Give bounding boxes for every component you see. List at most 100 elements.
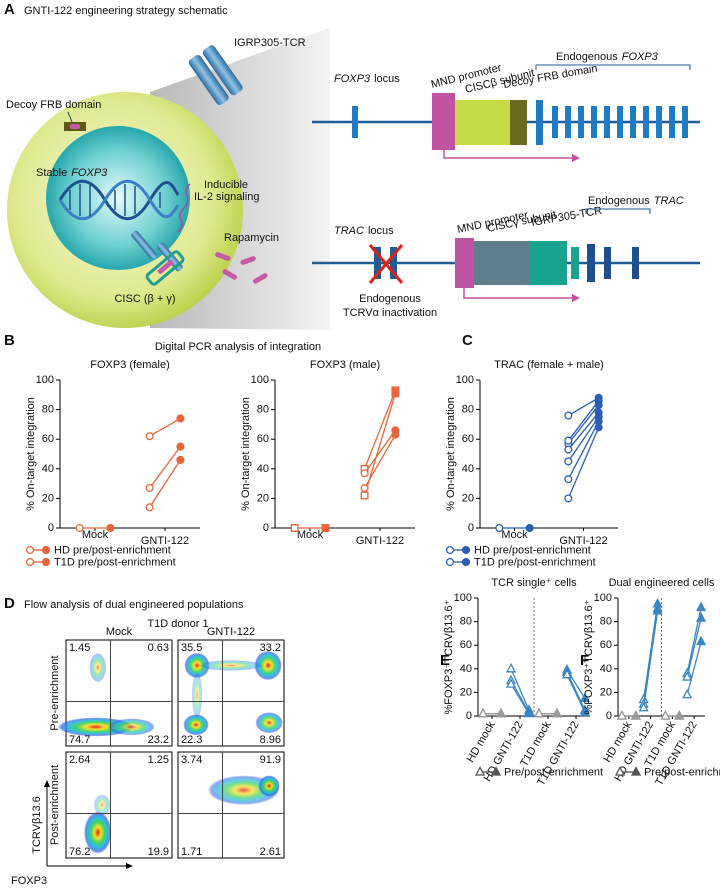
point [360, 483, 369, 493]
label: IGRP305-TCR [530, 205, 603, 229]
point [523, 707, 535, 718]
axis-label: FOXP3 [11, 875, 47, 887]
chart-title: FOXP3 (male) [310, 359, 380, 371]
cisc-beta-block [455, 100, 510, 145]
pair-line [686, 641, 702, 695]
bracket [535, 64, 691, 70]
panel-title: GNTI-122 engineering strategy schematic [24, 5, 228, 17]
label: TCRVα inactivation [343, 307, 437, 319]
pair-line [567, 397, 600, 417]
arrowhead [126, 863, 133, 869]
rapamycin-icons [215, 252, 268, 284]
point [696, 635, 707, 646]
pair-line [567, 412, 600, 450]
flow-axes: TCRVβ13.6 FOXP3 [11, 780, 133, 887]
point [564, 457, 573, 466]
gene-name: TRAC [654, 195, 684, 207]
point [106, 523, 115, 533]
legend-label: HD pre/post-enrichment [54, 545, 171, 557]
legend-label: Pre/post-enrichment [644, 767, 720, 779]
y-tick-label: 60 [462, 433, 474, 445]
dna-strand [58, 179, 180, 221]
point [360, 491, 369, 500]
label: Endogenous FOXP3 [556, 51, 659, 63]
chart-title: FOXP3 (female) [90, 359, 169, 371]
density-blob [93, 794, 111, 816]
arrowhead [572, 294, 580, 302]
point [630, 766, 642, 776]
tcr-icon [188, 45, 243, 105]
point [660, 710, 671, 720]
decoy-frb-icon [70, 124, 80, 129]
point [564, 494, 573, 503]
y-tick-label: 40 [42, 463, 54, 475]
pair-line [510, 668, 530, 711]
decoy-block [510, 100, 527, 145]
x-tick-label: GNTI-122 [141, 535, 189, 547]
quadrant-value: 0.63 [148, 642, 169, 654]
y-tick-label: 100 [251, 374, 269, 386]
quadrant-value: 1.25 [148, 754, 169, 766]
point [594, 408, 603, 417]
label: Rapamycin [224, 232, 279, 244]
label: Inducible [204, 179, 248, 191]
flow-plot-frame [177, 751, 285, 859]
pair-line [643, 610, 659, 708]
leader [67, 111, 73, 123]
gene-name: FOXP3 [71, 167, 108, 179]
point [41, 557, 51, 567]
point [674, 710, 685, 720]
point [461, 557, 471, 567]
panel-letter: A [4, 1, 15, 18]
pair-line [567, 404, 600, 445]
y-tick-label: 0 [606, 710, 612, 722]
tcr-block [530, 241, 567, 285]
density-blob [191, 671, 203, 719]
y-tick-label: 100 [456, 374, 474, 386]
y-tick-label: 60 [600, 639, 612, 651]
y-tick-label: 0 [466, 710, 472, 722]
pair-line [566, 674, 586, 713]
quadrant-value: 8.96 [260, 734, 281, 746]
y-tick-label: 20 [600, 686, 612, 698]
pair-line [363, 390, 397, 470]
point [682, 671, 693, 681]
inactivation-cross [368, 244, 404, 284]
y-tick-label: 80 [462, 404, 474, 416]
axis-label: TCRVβ13.6 [31, 796, 43, 853]
x-tick-label: Mock [297, 529, 324, 541]
label: IL-2 signaling [194, 191, 259, 203]
panel-title: Digital PCR analysis of integration [155, 341, 321, 353]
y-tick-label: 80 [42, 404, 54, 416]
quadrant-value: 22.3 [181, 734, 202, 746]
nucleus-label: Stable FOXP3 [36, 167, 108, 179]
pair-line [567, 427, 600, 499]
legend-label: Pre/post-enrichment [504, 767, 603, 779]
point [145, 503, 154, 512]
label: locus [368, 225, 394, 237]
cisc-gamma-block [474, 241, 530, 285]
point [321, 524, 330, 532]
y-tick-label: 80 [600, 616, 612, 628]
locus-label: FOXP3 locus [334, 73, 400, 85]
panel-a: A GNTI-122 engineering strategy schemati… [4, 1, 700, 330]
exon [374, 247, 381, 279]
point [682, 688, 693, 699]
y-axis-label: % On-target integration [25, 397, 37, 511]
promoter-block [455, 238, 474, 288]
panel-letter: C [462, 332, 473, 349]
gene-name: FOXP3 [622, 51, 659, 63]
chart-title: TRAC (female + male) [494, 359, 604, 371]
arrowhead [44, 780, 50, 787]
pair-line [510, 683, 530, 714]
point [594, 396, 603, 405]
chart-title: TCR single⁺ cells [491, 577, 577, 589]
arrowhead [572, 154, 580, 162]
y-tick-label: 0 [468, 522, 474, 534]
point [561, 668, 573, 679]
label: Decoy FRB domain [6, 99, 101, 111]
quadrant-value: 3.74 [181, 754, 202, 766]
point [41, 545, 51, 555]
quadrant-value: 91.9 [260, 754, 281, 766]
donor-label: T1D donor 1 [147, 618, 208, 630]
